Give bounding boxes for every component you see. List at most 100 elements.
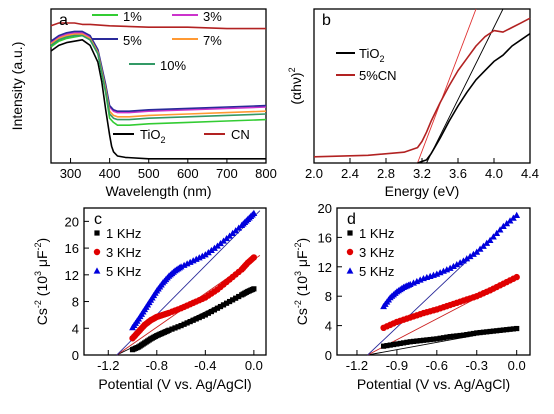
panel-c-y-label-sup3: -2 bbox=[33, 242, 43, 250]
panel-d: -1.2 -0.9 -0.6 -0.3 0.0 0 4 8 12 16 20 d Potential (… bbox=[293, 201, 531, 392]
panel-c-data-point-1khz bbox=[184, 320, 190, 326]
panel-d-data-point-1khz bbox=[514, 325, 520, 332]
panel-d-data-point-1khz bbox=[460, 332, 467, 338]
panel-d-y-tick-label: 16 bbox=[318, 230, 332, 245]
panel-d-data-point-1khz bbox=[457, 332, 463, 339]
panel-d-data-point-1khz bbox=[420, 337, 427, 343]
panel-b-x-tick-label: 4.4 bbox=[521, 166, 539, 181]
panel-d-letter: d bbox=[347, 211, 356, 228]
panel-d-data-point-1khz bbox=[430, 336, 437, 342]
panel-c-data-point-1khz bbox=[199, 313, 205, 319]
panel-d-data-point-1khz bbox=[400, 340, 407, 346]
panel-d-y-tick-label: 8 bbox=[325, 289, 332, 304]
panel-d-data-point-1khz bbox=[490, 328, 496, 334]
panel-c-y-tick-label: 12 bbox=[65, 268, 79, 283]
panel-d-data-point-5khz bbox=[473, 248, 481, 255]
panel-d-data-point-1khz bbox=[390, 341, 397, 348]
panel-d-x-tick-label: 0.0 bbox=[508, 358, 526, 373]
panel-d-data-point-1khz bbox=[480, 329, 487, 335]
panel-d-data-point-5khz bbox=[496, 226, 504, 233]
panel-c-data-point-1khz bbox=[202, 312, 208, 318]
panel-d-legend-label: 5 KHz bbox=[359, 264, 394, 279]
panel-c-y-label-part: (10 bbox=[34, 276, 50, 300]
panel-c-data-point-5khz bbox=[201, 251, 209, 258]
panel-c-legend-marker bbox=[93, 248, 101, 256]
panel-d-y-tick-label: 4 bbox=[325, 319, 332, 334]
panel-a-letter: a bbox=[59, 12, 68, 29]
panel-c-x-tick-label: -0.8 bbox=[146, 358, 168, 373]
panel-b-tangent-line bbox=[417, 8, 477, 164]
panel-c-data-point-1khz bbox=[214, 305, 221, 311]
panel-d-data-point-5khz bbox=[506, 217, 514, 224]
panel-c-legend-label: 5 KHz bbox=[106, 264, 141, 279]
panel-c: -1.2 -0.8 -0.4 0.0 0 4 8 12 16 20 c Potential (V vs… bbox=[33, 207, 267, 392]
panel-b-y-axis-label: (αhν)2 bbox=[287, 67, 304, 104]
panel-b-x-tick-label: 3.2 bbox=[413, 166, 431, 181]
panel-c-data-point-1khz bbox=[227, 298, 233, 305]
panel-d-data-point-1khz bbox=[470, 330, 477, 337]
panel-d-data-point-1khz bbox=[380, 343, 387, 349]
panel-d-y-tick-label: 20 bbox=[318, 201, 332, 216]
panel-c-legend-marker bbox=[93, 267, 101, 274]
panel-a-legend-label: 7% bbox=[203, 33, 222, 48]
panel-b-x-tick-label: 2.4 bbox=[341, 166, 359, 181]
panel-a-legend-label-tio2: TiO2 bbox=[140, 127, 165, 145]
panel-d-data-point-1khz bbox=[414, 338, 420, 344]
panel-d-data-point-1khz bbox=[510, 326, 516, 332]
panel-b-legend-label-sub: 2 bbox=[379, 54, 384, 64]
panel-b-legend-label-main: TiO bbox=[359, 46, 379, 61]
panel-c-plot-frame bbox=[83, 207, 267, 356]
panel-c-data-point-1khz bbox=[190, 317, 196, 323]
panel-c-x-tick-label: 0.0 bbox=[245, 358, 263, 373]
panel-d-data-point-1khz bbox=[387, 342, 393, 348]
panel-c-data-point-1khz bbox=[223, 300, 230, 306]
panel-c-data-point-1khz bbox=[169, 326, 175, 332]
panel-a-x-tick-label: 800 bbox=[255, 166, 277, 181]
panel-b-series-line-5pctcn bbox=[313, 17, 531, 158]
panel-d-y-label-sup3: -2 bbox=[293, 242, 303, 250]
panel-d-y-label-unit: μF bbox=[294, 250, 310, 271]
panel-c-data-point-1khz bbox=[178, 323, 184, 329]
panel-d-y-label-sup2: 3 bbox=[293, 271, 303, 276]
panel-c-y-tick-label: 0 bbox=[72, 348, 79, 363]
panel-d-data-point-1khz bbox=[500, 327, 506, 333]
panel-d-legend-marker bbox=[347, 230, 353, 236]
panel-d-y-label-part: (10 bbox=[294, 276, 310, 300]
panel-c-y-label-close: ) bbox=[34, 238, 50, 243]
panel-d-data-point-5khz bbox=[493, 229, 501, 236]
panel-d-y-axis-label: Cs-2 (103 μF-2) bbox=[293, 238, 310, 325]
panel-d-data-point-5khz bbox=[509, 214, 517, 221]
panel-c-y-tick-label: 20 bbox=[65, 214, 79, 229]
panel-d-data-point-5khz bbox=[483, 239, 491, 246]
panel-c-data-point-5khz bbox=[208, 246, 215, 254]
panel-d-data-point-1khz bbox=[477, 329, 483, 336]
panel-d-data-point-1khz bbox=[450, 333, 457, 339]
panel-c-letter: c bbox=[94, 211, 102, 228]
panel-a-legend-label-main: TiO bbox=[140, 127, 160, 142]
panel-a-x-tick-label: 300 bbox=[60, 166, 82, 181]
panel-c-data-point-1khz bbox=[187, 318, 193, 325]
panel-c-x-axis-label: Potential (V vs. Ag/AgCl) bbox=[98, 376, 251, 392]
panel-c-data-point-1khz bbox=[196, 314, 202, 321]
panel-d-data-point-1khz bbox=[474, 330, 480, 336]
panel-a-series-line-7pct bbox=[50, 33, 267, 118]
panel-d-data-point-5khz bbox=[476, 245, 484, 252]
panel-d-plot-frame bbox=[336, 207, 531, 356]
panel-d-data-point-5khz bbox=[480, 242, 487, 249]
panel-a-legend-label: 1% bbox=[123, 9, 142, 24]
panel-b-y-axis-label-main: (αhν) bbox=[288, 72, 304, 104]
panel-d-data-point-5khz bbox=[513, 211, 521, 218]
panel-c-y-axis-label: Cs-2 (103 μF-2) bbox=[33, 238, 50, 325]
panel-a-x-tick-label: 500 bbox=[138, 166, 160, 181]
panel-d-data-point-1khz bbox=[440, 335, 447, 341]
panel-d-data-point-1khz bbox=[494, 328, 500, 334]
panel-d-data-point-1khz bbox=[404, 339, 410, 345]
panel-d-data-point-1khz bbox=[497, 327, 503, 333]
panel-d-data-point-1khz bbox=[437, 335, 443, 341]
panel-c-data-point-1khz bbox=[172, 325, 178, 331]
panel-d-data-point-1khz bbox=[484, 329, 490, 335]
panel-a-legend-label: 3% bbox=[203, 9, 222, 24]
panel-a-x-tick-label: 700 bbox=[216, 166, 238, 181]
